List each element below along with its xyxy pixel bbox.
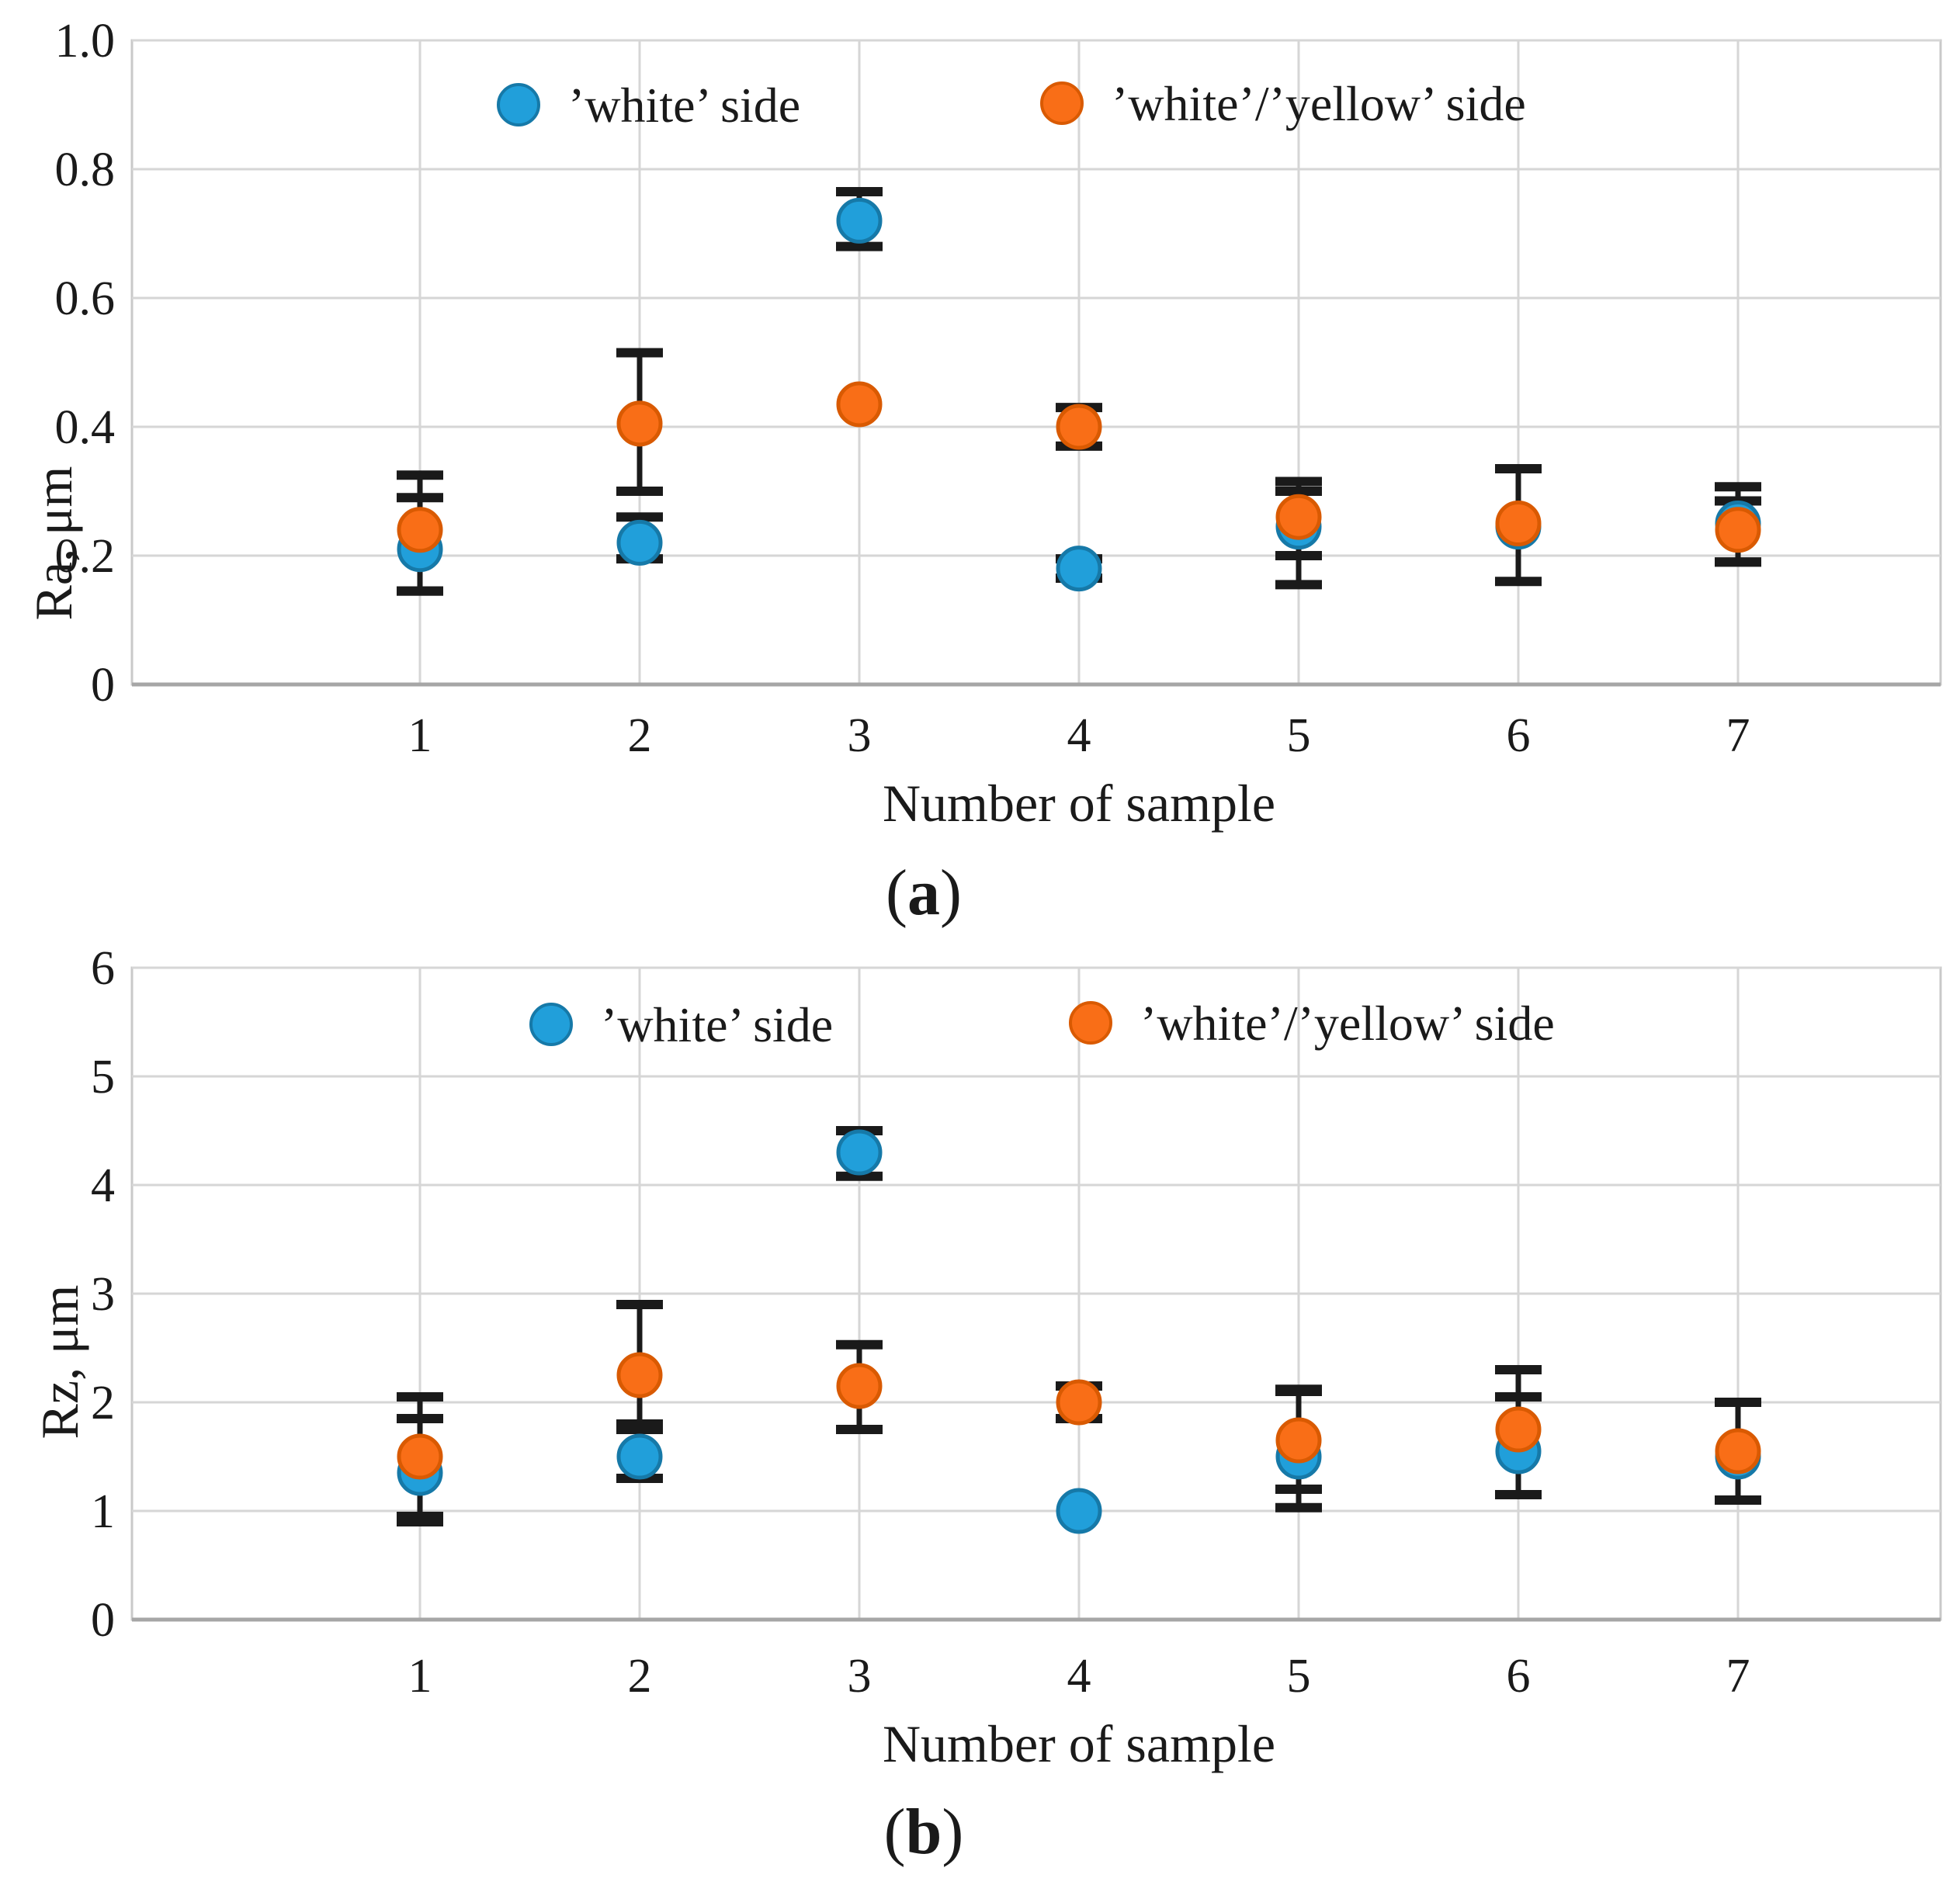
data-point	[1715, 1428, 1761, 1474]
x-tick-label: 7	[1726, 1650, 1750, 1703]
y-tick-label: 0.4	[55, 401, 116, 454]
chart-panel-b: 0 1 2 3 4 5 6 1 2 3 4 5 6 7 Rz, μm Number of sample (b) ’…	[30, 942, 1942, 1868]
x-tick-label: 4	[1067, 709, 1091, 762]
x-tick-label: 2	[628, 1650, 652, 1703]
y-tick-label: 0	[91, 1594, 115, 1647]
legend-marker	[1040, 81, 1084, 125]
legend-marker	[529, 1003, 573, 1046]
data-point	[1495, 1406, 1542, 1453]
data-point	[616, 519, 663, 566]
data-point	[616, 1433, 663, 1480]
data-point	[836, 381, 883, 428]
y-tick-label: 0	[91, 659, 115, 712]
panel-caption: (a)	[886, 857, 962, 929]
data-point	[1056, 1379, 1102, 1426]
legend-label: ’white’/’yellow’ side	[1112, 76, 1526, 131]
x-tick-label: 1	[408, 709, 432, 762]
data-point	[836, 197, 883, 244]
panel-caption: (b)	[884, 1796, 964, 1868]
axis-title-y: Ra, μm	[24, 466, 83, 621]
data-point	[1275, 494, 1322, 540]
x-tick-label: 6	[1507, 1650, 1531, 1703]
y-tick-label: 0.6	[55, 272, 116, 325]
legend-label: ’white’ side	[601, 997, 833, 1052]
data-point	[1056, 1488, 1102, 1534]
data-point	[836, 1363, 883, 1409]
x-tick-label: 3	[848, 709, 872, 762]
y-tick-label: 6	[91, 942, 115, 995]
x-tick-label: 4	[1067, 1650, 1091, 1703]
x-tick-label: 6	[1507, 709, 1531, 762]
legend-label: ’white’/’yellow’ side	[1140, 996, 1555, 1051]
data-point	[1275, 1417, 1322, 1464]
y-tick-label: 1.0	[55, 15, 116, 68]
data-point	[616, 1352, 663, 1398]
axis-title-y: Rz, μm	[30, 1285, 89, 1440]
y-tick-label: 0.8	[55, 144, 116, 196]
legend-marker	[1069, 1001, 1112, 1045]
data-point	[1715, 507, 1761, 553]
y-tick-label: 0.2	[55, 530, 116, 583]
y-tick-label: 4	[91, 1159, 115, 1212]
data-point	[1056, 404, 1102, 450]
axis-title-x: Number of sample	[883, 1714, 1275, 1773]
chart-panel-a: 0 0.2 0.4 0.6 0.8 1.0 1 2 3 4 5 6 7 Ra, μm Number of s…	[24, 15, 1942, 929]
y-tick-label: 2	[91, 1377, 115, 1429]
x-tick-label: 1	[408, 1650, 432, 1703]
axis-title-x: Number of sample	[883, 774, 1275, 833]
x-tick-label: 5	[1287, 709, 1311, 762]
data-point	[1056, 546, 1102, 592]
legend-label: ’white’ side	[568, 78, 800, 133]
x-tick-label: 2	[628, 709, 652, 762]
data-point	[1495, 501, 1542, 546]
y-tick-label: 5	[91, 1051, 115, 1104]
y-tick-label: 3	[91, 1268, 115, 1321]
data-point	[836, 1129, 883, 1176]
data-point	[397, 507, 443, 553]
x-tick-label: 7	[1726, 709, 1750, 762]
x-tick-label: 3	[848, 1650, 872, 1703]
x-tick-label: 5	[1287, 1650, 1311, 1703]
data-point	[616, 400, 663, 447]
legend-marker	[497, 83, 540, 126]
data-point	[397, 1433, 443, 1480]
y-tick-label: 1	[91, 1485, 115, 1538]
